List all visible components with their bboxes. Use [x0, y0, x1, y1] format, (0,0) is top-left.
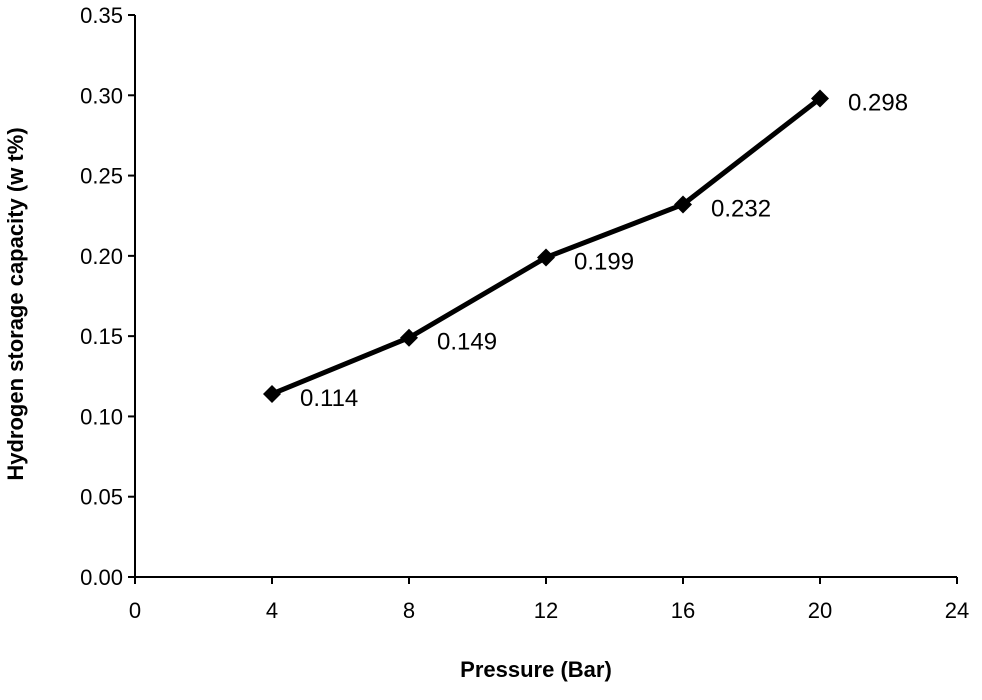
- y-tick-label: 0.30: [80, 83, 123, 108]
- y-axis-ticks: 0.00 0.05 0.10 0.15 0.20 0.25 0.30 0.35: [80, 3, 135, 590]
- chart-axes: [134, 15, 957, 578]
- series-line: [271, 96, 822, 397]
- x-tick-label: 4: [266, 598, 278, 623]
- y-tick-label: 0.00: [80, 565, 123, 590]
- data-point-marker: [537, 248, 555, 267]
- data-label: 0.232: [711, 195, 771, 222]
- y-tick-label: 0.15: [80, 324, 123, 349]
- x-tick-label: 0: [129, 598, 141, 623]
- x-axis-title: Pressure (Bar): [460, 657, 612, 682]
- data-label: 0.114: [300, 385, 358, 412]
- data-point-marker: [674, 195, 692, 214]
- x-axis-ticks: 0 4 8 12 16 20 24: [129, 577, 969, 623]
- y-tick-label: 0.25: [80, 164, 123, 189]
- data-point-marker: [811, 89, 829, 108]
- data-point-marker: [263, 384, 281, 403]
- data-label: 0.298: [848, 89, 908, 116]
- x-tick-label: 8: [403, 598, 415, 623]
- y-tick-label: 0.05: [80, 485, 123, 510]
- y-axis-title: Hydrogen storage capacity (w t%): [3, 127, 28, 480]
- plot-area: 0.114 0.149 0.199 0.232 0.298: [263, 89, 908, 412]
- x-tick-label: 20: [808, 598, 832, 623]
- y-tick-label: 0.35: [80, 3, 123, 28]
- data-label: 0.199: [574, 248, 634, 275]
- data-label: 0.149: [437, 329, 497, 356]
- x-tick-label: 16: [671, 598, 695, 623]
- data-point-marker: [400, 328, 418, 347]
- y-tick-label: 0.20: [80, 244, 123, 269]
- x-tick-label: 24: [945, 598, 969, 623]
- x-tick-label: 12: [534, 598, 558, 623]
- y-tick-label: 0.10: [80, 404, 123, 429]
